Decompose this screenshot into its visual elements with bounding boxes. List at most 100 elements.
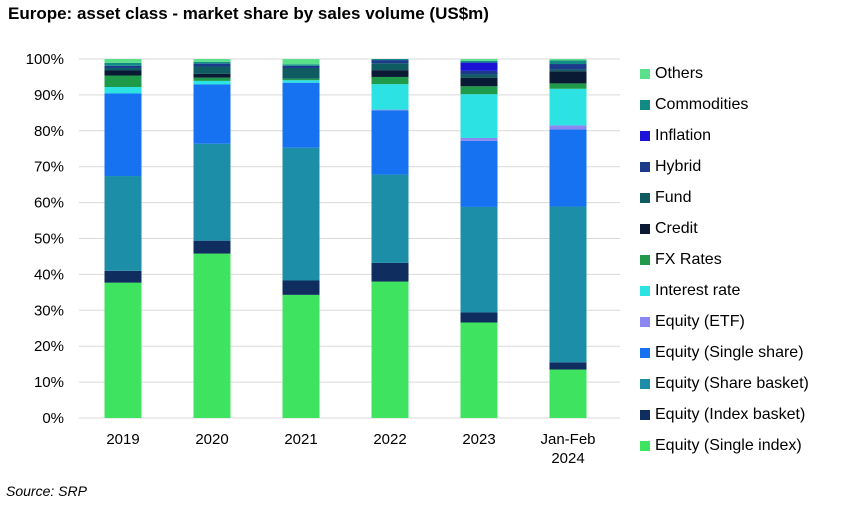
- bar-segment: [282, 78, 320, 81]
- bar-segment: [282, 65, 320, 68]
- legend-swatch: [640, 378, 650, 389]
- y-tick-label: 40%: [34, 266, 64, 283]
- bar-segment: [104, 67, 142, 71]
- legend-item: Commodities: [640, 89, 809, 120]
- bar-segment: [104, 176, 142, 271]
- bar-segment: [549, 369, 587, 418]
- bar-segment: [104, 62, 142, 66]
- legend-item: FX Rates: [640, 244, 809, 275]
- x-tick-label: Jan-Feb 2024: [540, 431, 595, 467]
- bar-segment: [371, 262, 409, 282]
- bar-segment: [282, 64, 320, 66]
- bar-segment: [282, 82, 320, 148]
- legend-label: Fund: [655, 188, 692, 206]
- bar-segment: [460, 140, 498, 207]
- bar-segment: [104, 70, 142, 76]
- bar-segment: [193, 80, 231, 85]
- bar-segment: [104, 75, 142, 88]
- legend-swatch: [640, 440, 650, 451]
- legend-item: Hybrid: [640, 151, 809, 182]
- legend-item: Equity (Share basket): [640, 368, 809, 399]
- y-tick-label: 70%: [34, 159, 64, 176]
- bar-segment: [371, 76, 409, 85]
- bar-segment: [371, 109, 409, 111]
- bar-segment: [193, 77, 231, 81]
- bar-segment: [282, 80, 320, 83]
- gridlines: [79, 58, 620, 419]
- bar-segment: [193, 59, 231, 62]
- bar-segment: [460, 62, 498, 71]
- bar-segment: [460, 206, 498, 313]
- x-tick-label: 2022: [373, 431, 406, 448]
- bar-segment: [282, 147, 320, 281]
- bar-segment: [549, 206, 587, 363]
- bar-segment: [193, 240, 231, 254]
- bar-segment: [193, 84, 231, 144]
- bar-segment: [549, 69, 587, 72]
- bar-segment: [371, 60, 409, 64]
- legend-swatch: [640, 68, 650, 79]
- legend-label: Others: [655, 64, 704, 82]
- y-axis-tick-labels: 0% 10% 20% 30% 40% 50% 60% 70% 80% 90% 100%: [26, 51, 64, 427]
- bar-segment: [460, 59, 498, 61]
- legend-item: Equity (ETF): [640, 306, 809, 337]
- legend-label: FX Rates: [655, 250, 722, 268]
- legend-swatch: [640, 347, 650, 358]
- legend-swatch: [640, 130, 650, 141]
- y-tick-label: 90%: [34, 87, 64, 104]
- bar-segment: [549, 83, 587, 89]
- bar-segment: [549, 125, 587, 130]
- bar-segment: [282, 294, 320, 418]
- x-axis-tick-labels: 2019 2020 2021 2022 2023 Jan-Feb 2024: [106, 431, 595, 467]
- bar-segment: [104, 282, 142, 418]
- legend-label: Hybrid: [655, 157, 702, 175]
- bar-segment: [460, 60, 498, 63]
- legend-label: Credit: [655, 219, 698, 237]
- legend-swatch: [640, 316, 650, 327]
- bars: [104, 59, 587, 418]
- legend-item: Equity (Single share): [640, 337, 809, 368]
- bar-segment: [104, 93, 142, 177]
- legend-swatch: [640, 254, 650, 265]
- legend-item: Equity (Single index): [640, 430, 809, 461]
- y-tick-label: 30%: [34, 302, 64, 319]
- bar-segment: [460, 77, 498, 87]
- legend-item: Inflation: [640, 120, 809, 151]
- legend-swatch: [640, 161, 650, 172]
- legend-swatch: [640, 99, 650, 110]
- legend-label: Equity (Share basket): [655, 374, 809, 392]
- bar-segment: [193, 61, 231, 64]
- bar-segment: [549, 88, 587, 126]
- bar-segment: [193, 73, 231, 78]
- source-note: Source: SRP: [6, 483, 87, 499]
- y-tick-label: 20%: [34, 338, 64, 355]
- legend-label: Equity (Single share): [655, 343, 804, 361]
- bar-segment: [282, 59, 320, 65]
- y-tick-label: 10%: [34, 374, 64, 391]
- legend-label: Interest rate: [655, 281, 741, 299]
- bar-segment: [460, 322, 498, 418]
- bar-segment: [460, 70, 498, 75]
- bar-segment: [193, 63, 231, 67]
- legend-swatch: [640, 223, 650, 234]
- legend-label: Commodities: [655, 95, 749, 113]
- bar-segment: [104, 270, 142, 283]
- bar-segment: [460, 86, 498, 95]
- bar-segment: [371, 70, 409, 77]
- bar-segment: [460, 312, 498, 323]
- legend-swatch: [640, 192, 650, 203]
- chart-title: Europe: asset class - market share by sa…: [8, 4, 489, 23]
- bar-segment: [460, 74, 498, 78]
- bar-segment: [193, 253, 231, 418]
- bar-segment: [371, 63, 409, 71]
- legend-item: Interest rate: [640, 275, 809, 306]
- bar-segment: [371, 84, 409, 110]
- y-tick-label: 0%: [42, 410, 64, 427]
- x-tick-label: 2023: [462, 431, 495, 448]
- bar-segment: [549, 59, 587, 61]
- x-tick-label: 2021: [284, 431, 317, 448]
- legend-item: Others: [640, 58, 809, 89]
- bar-segment: [549, 362, 587, 370]
- legend-label: Equity (ETF): [655, 312, 745, 330]
